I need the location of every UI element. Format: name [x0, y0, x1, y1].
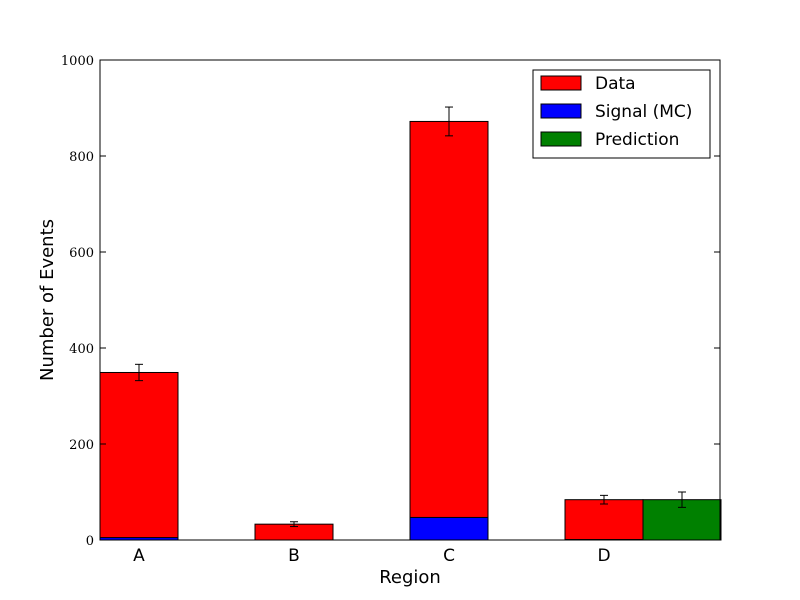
y-tick-label-0: 0: [86, 534, 94, 549]
legend: Data Signal (MC) Prediction: [532, 69, 711, 159]
bars-layer: [99, 120, 722, 541]
y-axis-label: Number of Events: [37, 219, 58, 381]
y-tick-label-400: 400: [69, 342, 94, 357]
bar-data-a: [99, 371, 179, 541]
y-tick-label-200: 200: [69, 438, 94, 453]
legend-swatch-signal-mc: [540, 103, 582, 119]
x-tick-label-c: C: [443, 546, 455, 566]
legend-swatch-prediction: [540, 131, 582, 147]
legend-label-data: Data: [595, 74, 636, 94]
bar-signal-c: [409, 516, 489, 541]
plot-frame: [99, 59, 721, 541]
legend-swatch-data: [540, 75, 582, 91]
x-axis-label: Region: [379, 567, 441, 588]
y-tick-label-800: 800: [69, 150, 94, 165]
x-tick-label-b: B: [288, 546, 300, 566]
legend-entries: Data Signal (MC) Prediction: [540, 74, 692, 150]
bar-data-c: [409, 120, 489, 541]
y-tick-label-1000: 1000: [61, 54, 94, 69]
legend-label-signal-mc: Signal (MC): [595, 102, 692, 122]
bar-data-d: [564, 499, 644, 541]
x-axis-ticks: A B C D: [133, 546, 610, 566]
legend-label-prediction: Prediction: [595, 130, 679, 150]
y-axis-ticks: 0 200 400 600 800 1000: [61, 54, 720, 549]
x-tick-label-a: A: [133, 546, 145, 566]
x-tick-label-d: D: [597, 546, 610, 566]
errorbars-layer: [135, 106, 686, 528]
y-tick-label-600: 600: [69, 246, 94, 261]
